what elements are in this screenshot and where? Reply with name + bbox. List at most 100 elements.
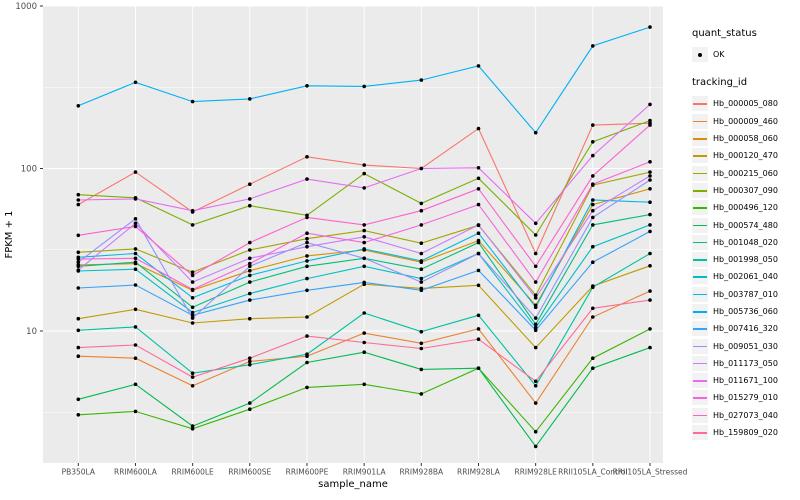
data-point (248, 280, 252, 284)
data-point (591, 285, 595, 290)
data-point (591, 223, 595, 227)
data-point (248, 298, 252, 302)
x-tick-label: RRIM928LE (514, 468, 557, 477)
legend-item: Hb_003787_010 (692, 286, 798, 303)
data-point (76, 233, 81, 238)
legend-panel: quant_status OK tracking_id Hb_000005_08… (692, 28, 798, 455)
data-point (362, 84, 367, 89)
legend-item-label: Hb_007416_320 (713, 324, 778, 334)
data-point (476, 313, 481, 318)
line-swatch (692, 252, 708, 268)
line-swatch (692, 234, 708, 250)
data-point (305, 276, 309, 281)
data-point (305, 244, 309, 249)
data-point (362, 223, 367, 227)
legend-title-tracking-id: tracking_id (692, 77, 748, 89)
data-point (76, 268, 81, 272)
legend-item: Hb_000120_470 (692, 147, 798, 164)
data-point (648, 289, 652, 293)
data-point (476, 240, 481, 245)
data-point (419, 341, 424, 346)
data-point (248, 264, 252, 269)
data-point (362, 311, 367, 315)
data-point (533, 233, 538, 237)
data-point (591, 182, 595, 186)
data-point (190, 280, 195, 284)
line-swatch (692, 148, 708, 164)
data-point (305, 352, 309, 357)
data-point (533, 221, 538, 226)
data-point (305, 385, 309, 390)
data-point (248, 291, 252, 296)
line-swatch (692, 182, 708, 198)
data-point (76, 328, 81, 333)
data-point (648, 298, 652, 302)
data-point (648, 264, 652, 268)
data-point (190, 99, 195, 104)
point-swatch (692, 47, 708, 63)
data-point (533, 296, 538, 300)
data-point (305, 236, 309, 241)
data-point (133, 307, 138, 312)
data-point (133, 217, 138, 221)
legend-item-label: Hb_159809_020 (713, 428, 778, 438)
data-point (362, 340, 367, 345)
line-swatch (692, 425, 708, 441)
data-point (362, 171, 367, 176)
data-point (133, 251, 138, 256)
data-point (591, 140, 595, 144)
x-tick-label: RRIM600PE (286, 468, 329, 477)
legend-item: Hb_000574_480 (692, 216, 798, 233)
data-point (591, 366, 595, 371)
data-point (248, 401, 252, 405)
legend-item: Hb_159809_020 (692, 424, 798, 441)
data-point (248, 407, 252, 412)
line-swatch (692, 200, 708, 216)
legend-item: Hb_000307_090 (692, 182, 798, 199)
x-tick-label: RRIM928BA (399, 468, 444, 477)
data-point (133, 283, 138, 287)
data-point (419, 276, 424, 281)
data-point (133, 343, 138, 347)
data-point (133, 224, 138, 229)
data-point (248, 248, 252, 252)
legend-item: Hb_001998_050 (692, 251, 798, 268)
data-point (591, 44, 595, 48)
data-point (190, 424, 195, 428)
data-point (76, 250, 81, 255)
data-point (133, 267, 138, 272)
data-point (533, 325, 538, 330)
legend-item-label: Hb_000307_090 (713, 185, 778, 195)
data-point (591, 244, 595, 249)
data-point (591, 260, 595, 265)
data-point (419, 367, 424, 372)
data-point (305, 240, 309, 245)
legend-item-label: Hb_003787_010 (713, 289, 778, 299)
legend-item-label: Hb_000496_120 (713, 203, 778, 213)
data-point (533, 316, 538, 320)
data-point (305, 259, 309, 263)
data-point (248, 316, 252, 321)
data-point (76, 260, 81, 265)
data-point (648, 229, 652, 234)
data-point (133, 256, 138, 261)
x-tick-label: RRII105LA_Control (558, 468, 628, 477)
data-point (76, 264, 81, 269)
data-point (362, 331, 367, 335)
data-point (76, 257, 81, 261)
line-swatch (692, 286, 708, 302)
data-point (190, 310, 195, 315)
data-point (476, 187, 481, 191)
data-point (305, 231, 309, 235)
data-point (591, 202, 595, 207)
data-point (248, 356, 252, 361)
legend-item-label: Hb_005736_060 (713, 307, 778, 316)
data-point (476, 283, 481, 288)
x-tick-label: RRIM901LA (343, 468, 387, 477)
data-point (248, 203, 252, 208)
line-swatch (692, 304, 708, 319)
legend-item-label: Hb_000120_470 (713, 151, 778, 161)
data-point (533, 444, 538, 449)
data-point (419, 208, 424, 213)
data-point (591, 315, 595, 319)
